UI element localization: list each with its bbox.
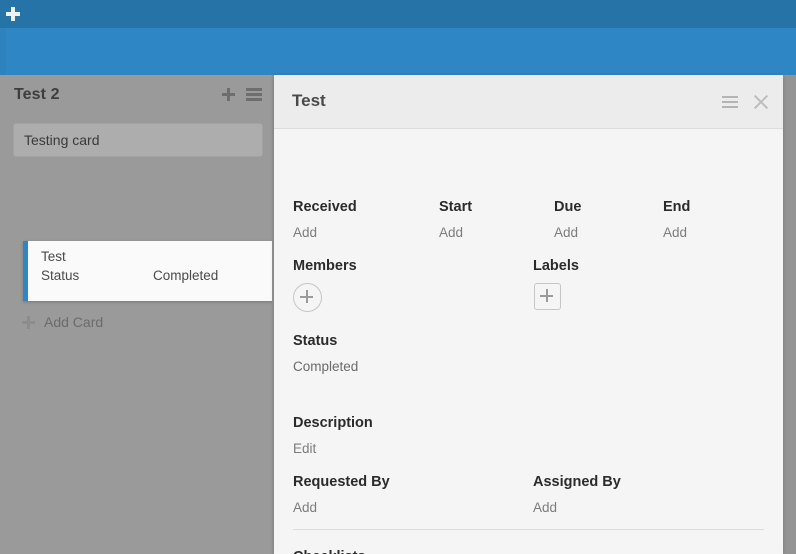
due-add-link[interactable]: Add bbox=[554, 225, 579, 240]
add-card-label: Add Card bbox=[44, 314, 104, 330]
panel-menu-icon[interactable] bbox=[722, 95, 738, 109]
list-title: Test 2 bbox=[14, 86, 60, 103]
close-icon[interactable] bbox=[753, 94, 769, 110]
card-search-input[interactable]: Testing card bbox=[13, 123, 263, 157]
add-card-icon[interactable] bbox=[221, 87, 236, 102]
status-value: Completed bbox=[293, 359, 359, 374]
card-item-status-label: Status bbox=[41, 268, 80, 283]
add-label-button[interactable] bbox=[534, 283, 561, 310]
add-member-button[interactable] bbox=[293, 283, 322, 312]
panel-title: Test bbox=[292, 91, 326, 110]
card-item-title: Test bbox=[41, 249, 66, 264]
members-label: Members bbox=[293, 258, 357, 274]
end-add-link[interactable]: Add bbox=[663, 225, 688, 240]
list-menu-icon[interactable] bbox=[246, 88, 262, 101]
top-bar bbox=[0, 0, 796, 28]
card-item[interactable]: Test Status Completed bbox=[23, 241, 272, 301]
board-header-accent bbox=[0, 28, 6, 75]
description-label: Description bbox=[293, 415, 373, 431]
add-card-button[interactable]: Add Card bbox=[22, 314, 103, 330]
start-label: Start bbox=[439, 199, 473, 215]
card-detail-panel: Test Received Add Start Add Due Add End … bbox=[274, 75, 783, 554]
add-board-icon[interactable] bbox=[4, 5, 22, 23]
received-label: Received bbox=[293, 199, 357, 215]
checklists-label: Checklists bbox=[293, 549, 366, 554]
plus-icon bbox=[22, 315, 35, 329]
description-edit-link[interactable]: Edit bbox=[293, 441, 317, 456]
board-header-bar bbox=[0, 28, 796, 75]
assigned-by-add-link[interactable]: Add bbox=[533, 500, 558, 515]
list-header: Test 2 bbox=[0, 75, 272, 115]
start-add-link[interactable]: Add bbox=[439, 225, 464, 240]
labels-label: Labels bbox=[533, 258, 579, 274]
panel-header: Test bbox=[274, 75, 783, 129]
divider bbox=[293, 529, 764, 530]
received-add-link[interactable]: Add bbox=[293, 225, 318, 240]
list-column: Test 2 Testing card Test Status Complete… bbox=[0, 75, 272, 554]
end-label: End bbox=[663, 199, 691, 215]
assigned-by-label: Assigned By bbox=[533, 474, 621, 490]
panel-header-actions bbox=[722, 94, 769, 110]
due-label: Due bbox=[554, 199, 582, 215]
status-label: Status bbox=[293, 333, 338, 349]
card-item-status-value: Completed bbox=[153, 268, 219, 283]
requested-by-label: Requested By bbox=[293, 474, 390, 490]
requested-by-add-link[interactable]: Add bbox=[293, 500, 318, 515]
list-header-actions bbox=[221, 87, 262, 102]
